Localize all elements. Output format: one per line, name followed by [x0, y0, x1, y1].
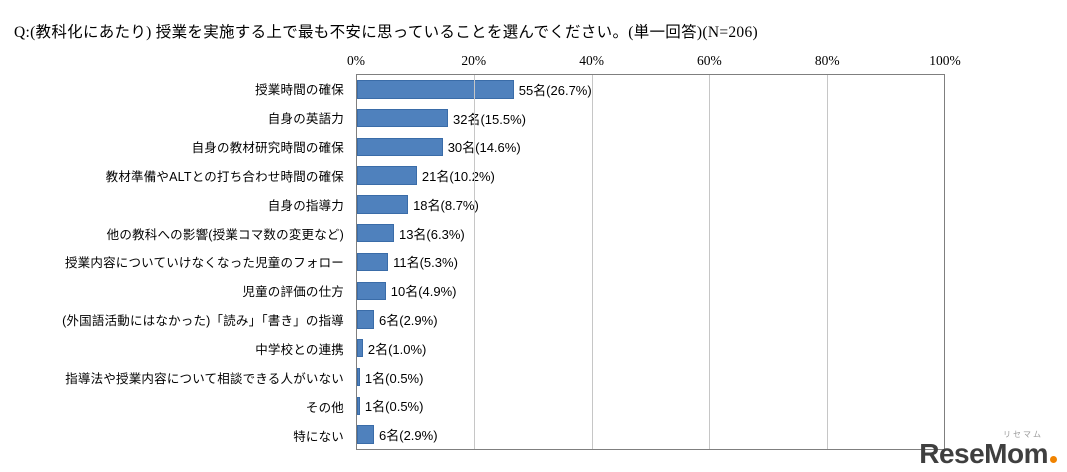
bar-value-label: 55名(26.7%)	[518, 82, 592, 98]
bar	[357, 252, 389, 272]
bar-row: 21名(10.2%)	[357, 161, 944, 190]
logo-dot-icon	[1050, 456, 1057, 463]
category-label: 他の教科への影響(授業コマ数の変更など)	[106, 227, 344, 242]
bar	[357, 310, 375, 329]
bar-value-label: 1名(0.5%)	[364, 370, 424, 386]
bar-rows: 55名(26.7%) 32名(15.5%) 30名(14.6%) 21名(10.…	[357, 75, 944, 449]
bar-value-label: 10名(4.9%)	[390, 284, 457, 300]
bar-row: 11名(5.3%)	[357, 248, 944, 277]
bar-value-label: 30名(14.6%)	[447, 140, 521, 156]
bar-value-label: 11名(5.3%)	[393, 255, 458, 271]
bar	[357, 367, 360, 387]
resemom-logo: リセマム ReseMom	[919, 431, 1057, 468]
gridline	[591, 75, 593, 449]
category-label: 特にない	[293, 430, 344, 445]
bar-value-label: 21名(10.2%)	[421, 169, 495, 185]
gridline	[826, 75, 828, 449]
bar	[357, 339, 363, 358]
x-tick-label: 80%	[814, 53, 840, 68]
bar-value-label: 6名(2.9%)	[379, 313, 438, 328]
category-label: 中学校との連携	[255, 343, 344, 358]
category-label: 自身の教材研究時間の確保	[191, 140, 344, 155]
category-label: その他	[305, 401, 344, 416]
bar-row: 2名(1.0%)	[357, 334, 944, 363]
bar-value-label: 1名(0.5%)	[364, 399, 424, 415]
category-label: 教材準備やALTとの打ち合わせ時間の確保	[105, 169, 344, 184]
bar-row: 18名(8.7%)	[357, 190, 944, 219]
bar	[357, 166, 417, 185]
bar-row: 1名(0.5%)	[357, 391, 944, 420]
category-label: (外国語活動にはなかった)「読み」「書き」の指導	[62, 314, 344, 329]
bar	[357, 396, 360, 415]
bar-value-label: 32名(15.5%)	[452, 111, 526, 127]
bar-row: 30名(14.6%)	[357, 133, 944, 162]
x-axis: 0% 20% 40% 60% 80% 100%	[347, 53, 961, 69]
category-label: 授業時間の確保	[255, 82, 344, 97]
bar	[357, 281, 386, 300]
x-tick-label: 40%	[579, 53, 604, 68]
gridline	[474, 75, 476, 449]
logo-text: ReseMom	[919, 438, 1048, 469]
bar	[357, 108, 448, 128]
x-tick-label: 60%	[697, 53, 722, 68]
bar-row: 6名(2.9%)	[357, 420, 944, 449]
bar-row: 10名(4.9%)	[357, 276, 944, 305]
category-label: 指導法や授業内容について相談できる人がいない	[65, 372, 344, 387]
bar-row: 55名(26.7%)	[357, 75, 944, 104]
chart-title: Q:(教科化にあたり) 授業を実施する上で最も不安に思っていることを選んでくださ…	[14, 24, 758, 41]
bar	[357, 137, 443, 157]
category-labels: 授業時間の確保自身の英語力自身の教材研究時間の確保教材準備やALTとの打ち合わせ…	[0, 74, 350, 450]
bar-value-label: 13名(6.3%)	[398, 226, 465, 242]
bar-row: 13名(6.3%)	[357, 219, 944, 248]
x-tick-label: 20%	[461, 53, 487, 68]
bar-value-label: 2名(1.0%)	[367, 341, 427, 357]
bar-value-label: 6名(2.9%)	[379, 428, 438, 444]
gridline	[709, 75, 711, 449]
category-label: 自身の英語力	[267, 111, 344, 126]
category-label: 児童の評価の仕方	[242, 285, 344, 300]
bar-row: 1名(0.5%)	[357, 363, 944, 392]
category-label: 授業内容についていけなくなった児童のフォロー	[64, 256, 344, 271]
x-tick-label: 0%	[347, 53, 365, 68]
category-label: 自身の指導力	[267, 198, 344, 213]
x-tick-label: 100%	[929, 53, 961, 68]
bar-row: 32名(15.5%)	[357, 104, 944, 133]
logo-furigana: リセマム	[1003, 430, 1043, 439]
bar	[357, 195, 409, 214]
bar-value-label: 18名(8.7%)	[413, 197, 479, 213]
bar	[357, 80, 514, 99]
plot-area: 55名(26.7%) 32名(15.5%) 30名(14.6%) 21名(10.…	[356, 74, 945, 450]
bar	[357, 425, 375, 444]
bar-row: 6名(2.9%)	[357, 305, 944, 334]
bar	[357, 224, 394, 243]
